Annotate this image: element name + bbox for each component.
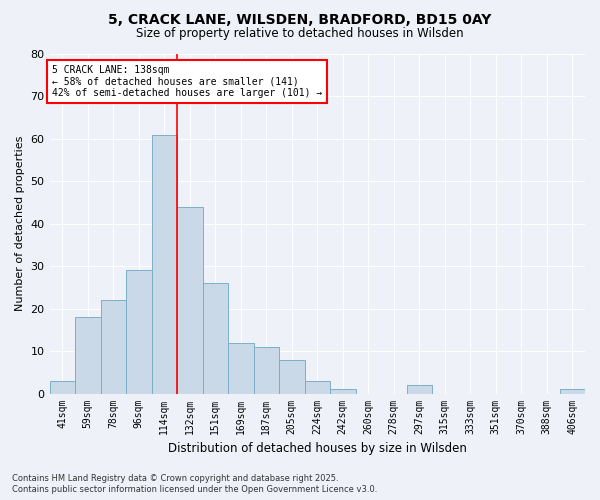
Text: Size of property relative to detached houses in Wilsden: Size of property relative to detached ho… — [136, 28, 464, 40]
Bar — [177, 207, 203, 394]
Bar — [126, 270, 152, 394]
X-axis label: Distribution of detached houses by size in Wilsden: Distribution of detached houses by size … — [168, 442, 467, 455]
Bar — [101, 300, 126, 394]
Bar — [50, 381, 75, 394]
Text: 5, CRACK LANE, WILSDEN, BRADFORD, BD15 0AY: 5, CRACK LANE, WILSDEN, BRADFORD, BD15 0… — [109, 12, 491, 26]
Bar — [152, 134, 177, 394]
Text: Contains HM Land Registry data © Crown copyright and database right 2025.
Contai: Contains HM Land Registry data © Crown c… — [12, 474, 377, 494]
Bar — [279, 360, 305, 394]
Bar — [305, 381, 330, 394]
Bar — [254, 347, 279, 394]
Y-axis label: Number of detached properties: Number of detached properties — [15, 136, 25, 312]
Bar — [330, 390, 356, 394]
Bar — [228, 342, 254, 394]
Bar — [203, 283, 228, 394]
Bar — [560, 390, 585, 394]
Text: 5 CRACK LANE: 138sqm
← 58% of detached houses are smaller (141)
42% of semi-deta: 5 CRACK LANE: 138sqm ← 58% of detached h… — [52, 64, 322, 98]
Bar — [407, 385, 432, 394]
Bar — [75, 317, 101, 394]
